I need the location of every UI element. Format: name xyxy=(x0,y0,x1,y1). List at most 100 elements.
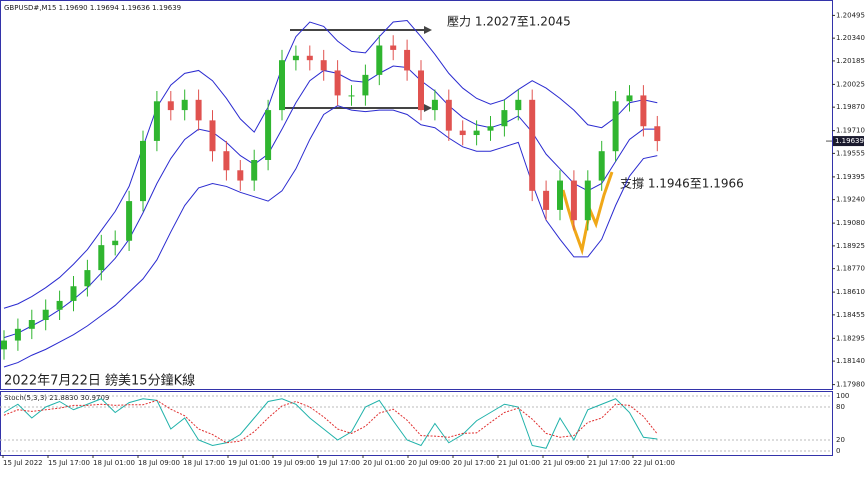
candle-body xyxy=(557,180,563,210)
candle-body xyxy=(598,151,605,181)
candle-body xyxy=(501,110,508,127)
main-panel xyxy=(0,0,833,390)
x-tick-label: 18 Jul 17:00 xyxy=(183,459,225,467)
y-tick-label: 1.19240 xyxy=(836,196,865,204)
candle-body xyxy=(98,245,105,271)
x-tick-label: 22 Jul 01:00 xyxy=(633,459,675,467)
candle-body xyxy=(459,130,466,136)
candle-body xyxy=(84,270,91,287)
y-tick-label: 1.19710 xyxy=(836,127,865,135)
candle-body xyxy=(126,201,133,241)
annotation: 支撐 1.1946至1.1966 xyxy=(620,177,744,191)
candle-body xyxy=(473,130,480,136)
y-tick-label: 1.18295 xyxy=(836,334,865,342)
current-price-box xyxy=(833,136,864,147)
stoch-label: Stoch(5,3,3) 21.8830 30.9709 xyxy=(4,394,109,402)
y-tick-label: 1.20025 xyxy=(836,80,865,88)
x-tick-label: 19 Jul 09:00 xyxy=(273,459,315,467)
candle-body xyxy=(181,99,188,111)
candle-body xyxy=(320,60,327,71)
x-tick-label: 19 Jul 01:00 xyxy=(228,459,270,467)
x-tick-label: 21 Jul 01:00 xyxy=(498,459,540,467)
x-tick-label: 18 Jul 01:00 xyxy=(93,459,135,467)
x-tick-label: 15 Jul 17:00 xyxy=(48,459,90,467)
candle-body xyxy=(418,70,424,111)
band-upper xyxy=(3,20,658,309)
x-tick-label: 15 Jul 2022 xyxy=(3,459,43,467)
candle-body xyxy=(348,95,355,97)
candle-body xyxy=(167,101,174,111)
support-sketch xyxy=(561,171,614,256)
candle-body xyxy=(153,101,160,141)
y-tick-label: 1.19395 xyxy=(836,173,865,181)
candle-body xyxy=(584,180,591,221)
candle-body xyxy=(362,74,369,96)
y-tick-label: 1.18140 xyxy=(836,357,865,365)
candle-body xyxy=(42,309,49,321)
candle-body xyxy=(56,300,63,310)
y-tick-label: 1.18770 xyxy=(836,265,865,273)
candle-body xyxy=(251,160,258,181)
candle-body xyxy=(390,45,397,50)
y-tick-label: 1.18610 xyxy=(836,288,865,296)
candle-body xyxy=(265,110,272,161)
arrow-head xyxy=(424,26,432,34)
x-tick-label: 20 Jul 09:00 xyxy=(408,459,450,467)
candle-body xyxy=(28,320,35,329)
candle-body xyxy=(70,286,77,301)
stoch-tick-label: 100 xyxy=(836,392,849,400)
candle-body xyxy=(334,70,341,96)
candle-body xyxy=(306,55,313,61)
candle-body xyxy=(445,99,452,131)
candle-body xyxy=(626,95,633,102)
candle-body xyxy=(237,170,244,181)
candle-body xyxy=(140,140,146,202)
stoch-d xyxy=(3,399,658,444)
candle-body xyxy=(209,120,216,152)
stoch-tick-label: 0 xyxy=(836,447,840,455)
y-tick-label: 1.17980 xyxy=(836,381,865,389)
candle-body xyxy=(612,101,619,152)
y-tick-label: 1.19555 xyxy=(836,149,865,157)
x-tick-label: 21 Jul 17:00 xyxy=(588,459,630,467)
x-tick-label: 18 Jul 09:00 xyxy=(138,459,180,467)
y-tick-label: 1.20185 xyxy=(836,57,865,65)
candle-body xyxy=(223,151,230,171)
stoch-panel xyxy=(0,391,833,456)
candle-body xyxy=(195,99,202,121)
candle-body xyxy=(431,99,438,111)
candle-body xyxy=(292,55,299,61)
band-lower xyxy=(3,105,658,368)
candle-body xyxy=(543,190,550,210)
stoch-tick-label: 20 xyxy=(836,436,845,444)
x-tick-label: 20 Jul 01:00 xyxy=(363,459,405,467)
band-middle xyxy=(3,65,658,339)
candle-body xyxy=(14,328,21,341)
y-tick-label: 1.18455 xyxy=(836,311,865,319)
stoch-tick-label: 80 xyxy=(836,403,845,411)
candle-body xyxy=(1,340,7,350)
symbol-info: GBPUSD#,M15 1.19690 1.19694 1.19636 1.19… xyxy=(4,4,181,12)
candle-body xyxy=(376,45,383,75)
x-tick-label: 21 Jul 09:00 xyxy=(543,459,585,467)
candle-body xyxy=(640,95,647,127)
y-tick-label: 1.18925 xyxy=(836,242,865,250)
x-tick-label: 20 Jul 17:00 xyxy=(453,459,495,467)
candle-body xyxy=(404,49,411,71)
annotation: 壓力 1.2027至1.2045 xyxy=(447,15,571,29)
arrow-head xyxy=(424,104,432,112)
x-tick-label: 19 Jul 17:00 xyxy=(318,459,360,467)
y-tick-label: 1.20340 xyxy=(836,34,865,42)
candle-body xyxy=(570,180,577,221)
candle-body xyxy=(279,60,285,111)
y-tick-label: 1.20495 xyxy=(836,11,865,19)
candle-body xyxy=(112,240,119,246)
y-tick-label: 1.19080 xyxy=(836,219,865,227)
chart-title: 2022年7月22日 鎊美15分鐘K線 xyxy=(4,373,195,389)
candle-body xyxy=(487,126,494,131)
annotation-shapes xyxy=(283,26,614,256)
stoch-k xyxy=(3,398,658,449)
candle-body xyxy=(654,126,661,142)
candle-body xyxy=(529,99,536,191)
